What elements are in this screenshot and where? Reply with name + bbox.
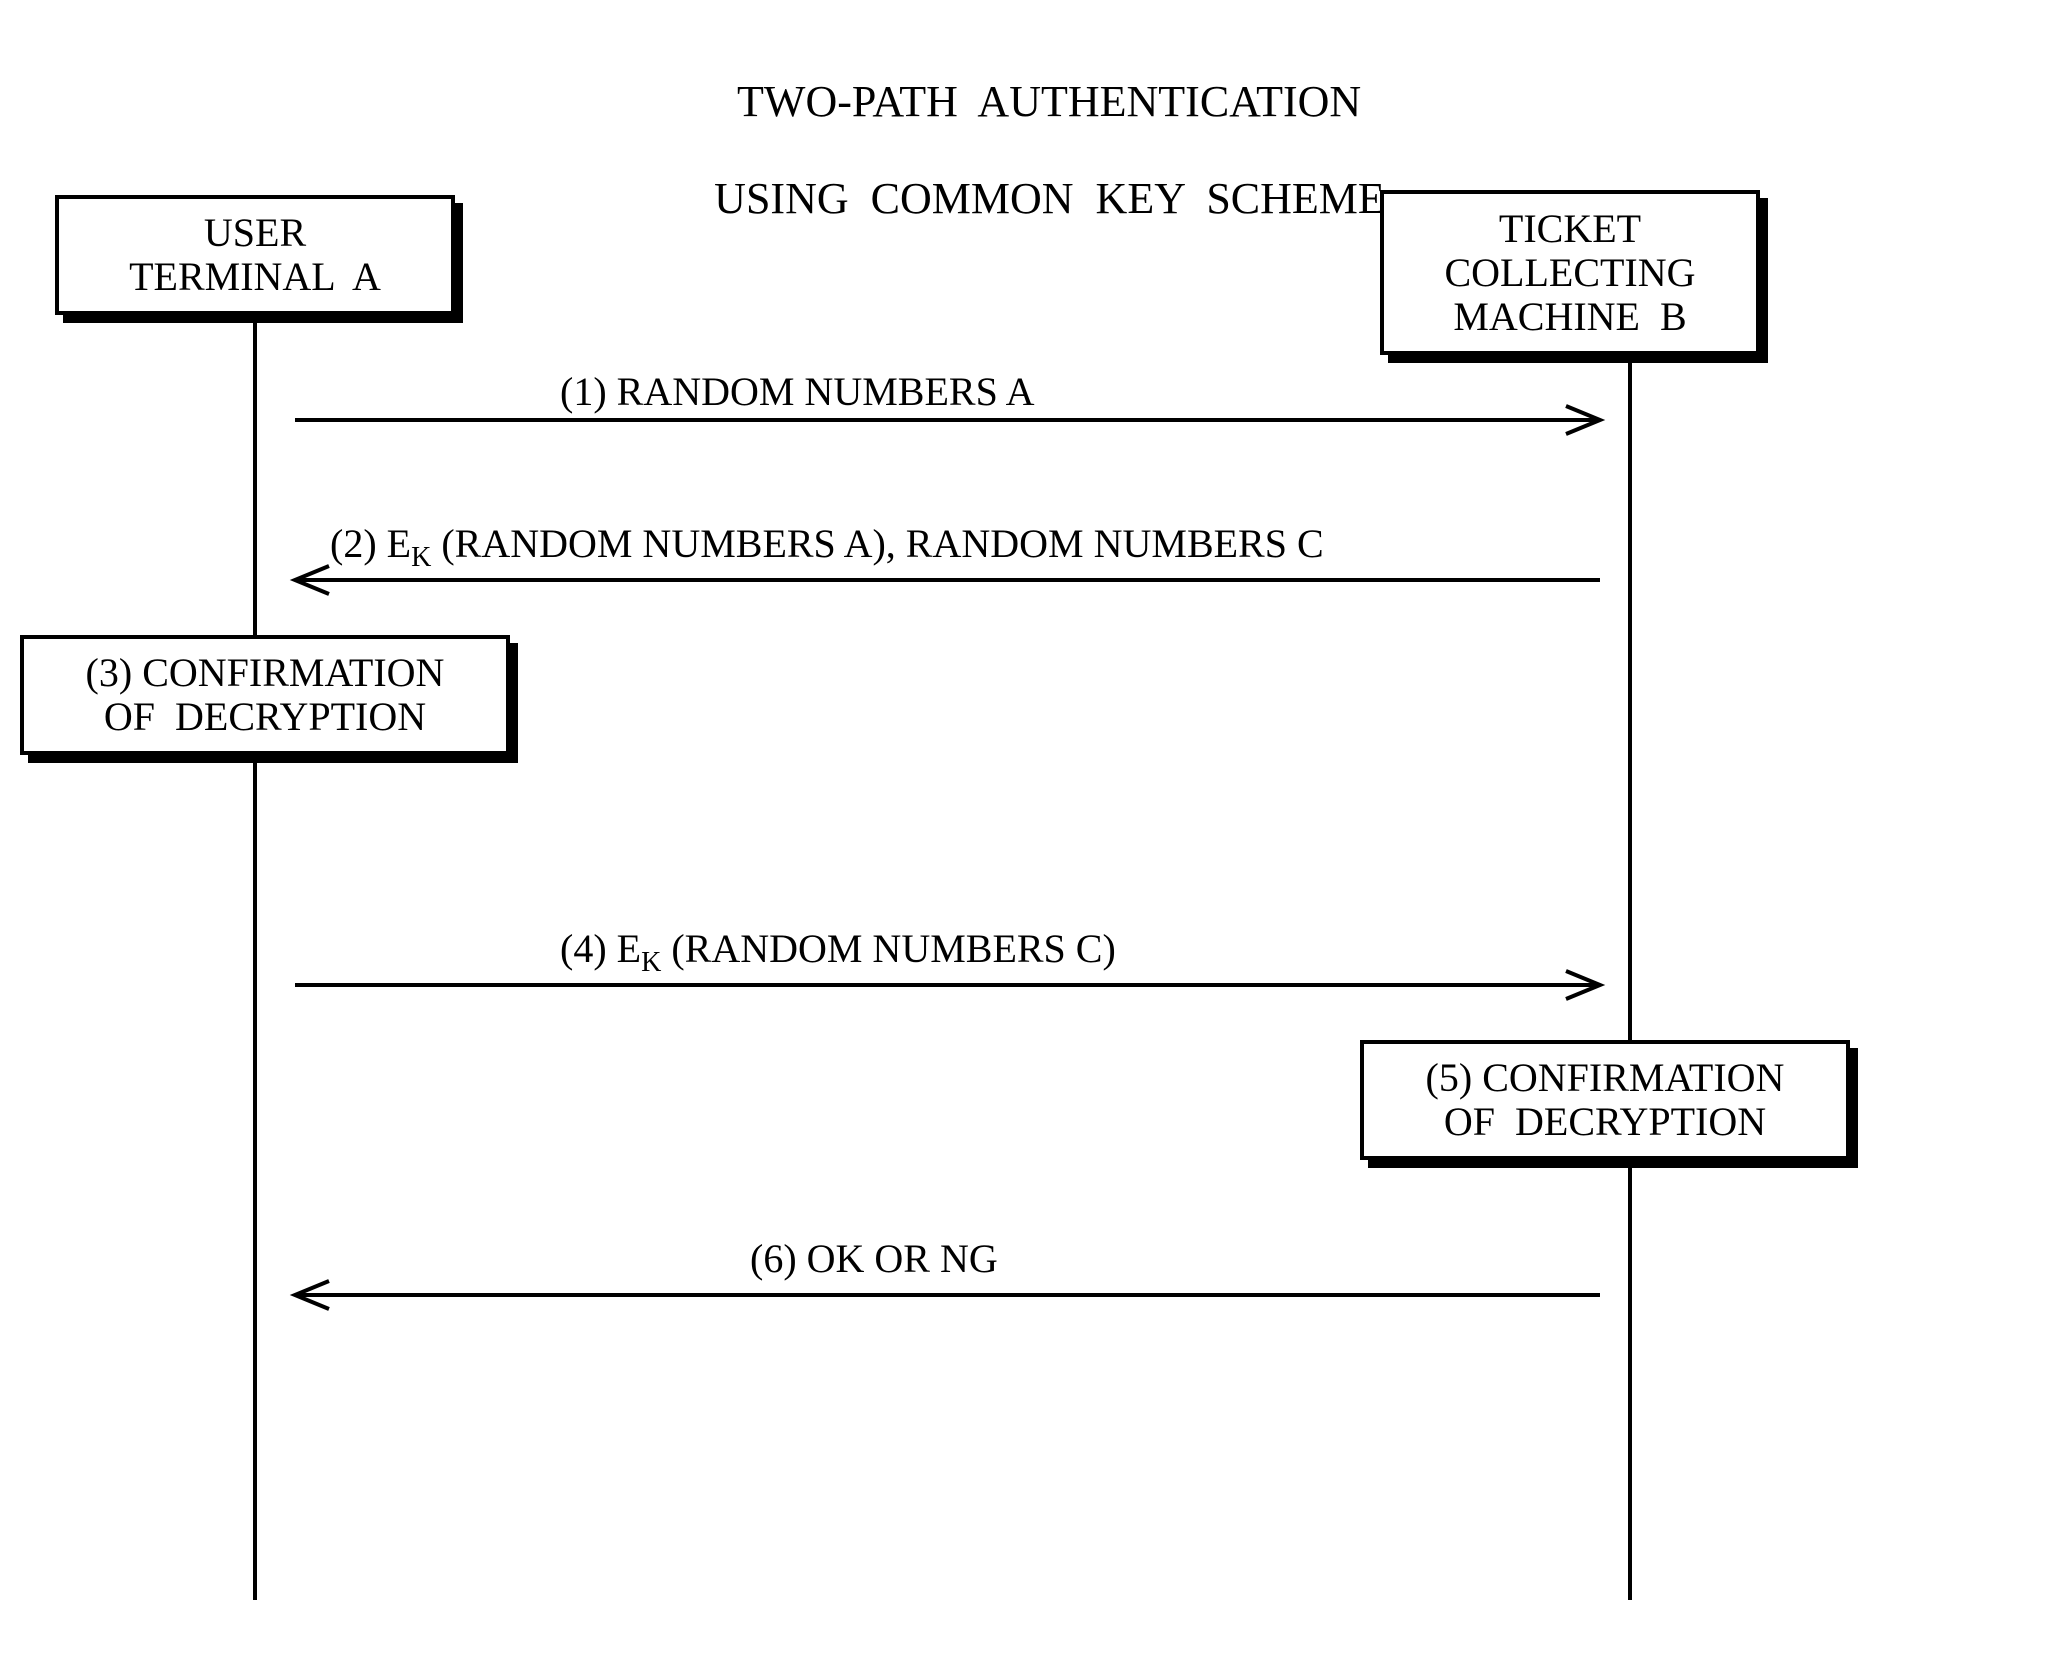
terminal-a-label: USER TERMINAL A [129,211,381,299]
msg4-label: (4) EK (RANDOM NUMBERS C) [560,925,1116,979]
step5-label: (5) CONFIRMATION OF DECRYPTION [1426,1056,1785,1144]
terminal-a-box: USER TERMINAL A [55,195,455,315]
msg2-suffix: (RANDOM NUMBERS A), RANDOM NUMBERS C [431,521,1323,566]
step3-label: (3) CONFIRMATION OF DECRYPTION [86,651,445,739]
msg1-label: (1) RANDOM NUMBERS A [560,368,1035,415]
diagram-canvas: TWO-PATH AUTHENTICATION USING COMMON KEY… [0,0,2055,1654]
msg1-text: (1) RANDOM NUMBERS A [560,369,1035,414]
lifeline-b [1628,355,1632,1600]
msg4-suffix: (RANDOM NUMBERS C) [661,926,1116,971]
title-line2: USING COMMON KEY SCHEME [714,174,1385,223]
lifeline-a [253,315,257,1600]
msg4-prefix: (4) E [560,926,641,971]
machine-b-box: TICKET COLLECTING MACHINE B [1380,190,1760,355]
msg2-label: (2) EK (RANDOM NUMBERS A), RANDOM NUMBER… [330,520,1324,574]
msg4-sub: K [641,947,661,978]
msg6-text: (6) OK OR NG [750,1236,998,1281]
msg2-prefix: (2) E [330,521,411,566]
msg2-sub: K [411,542,431,573]
machine-b-label: TICKET COLLECTING MACHINE B [1444,207,1695,339]
step3-box: (3) CONFIRMATION OF DECRYPTION [20,635,510,755]
msg6-label: (6) OK OR NG [750,1235,998,1282]
step5-box: (5) CONFIRMATION OF DECRYPTION [1360,1040,1850,1160]
title-line1: TWO-PATH AUTHENTICATION [737,77,1361,126]
